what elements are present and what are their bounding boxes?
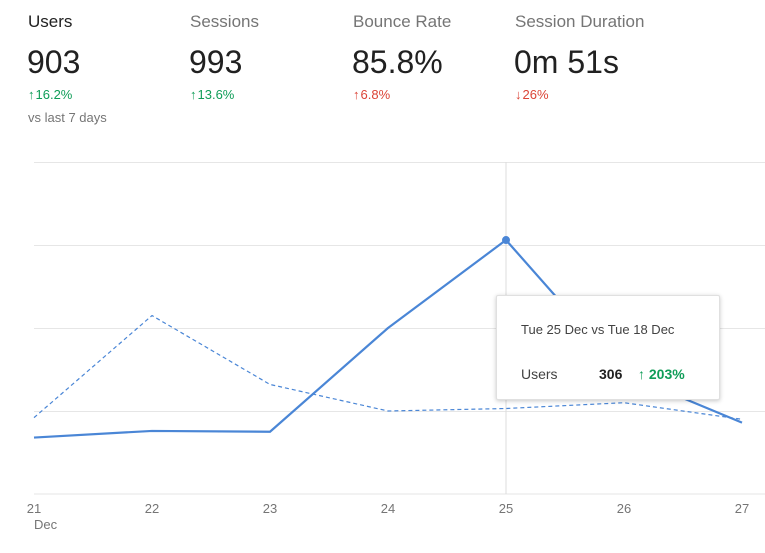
- metric-value: 903: [27, 44, 81, 80]
- x-tick-label: 27: [734, 501, 750, 516]
- x-tick-label: 25: [498, 501, 514, 516]
- metric-value: 993: [189, 44, 243, 80]
- metric-delta: ↑16.2%: [28, 87, 72, 102]
- highlighted-data-point: [502, 236, 510, 245]
- chart-tooltip: Tue 25 Dec vs Tue 18 Dec Users 306 ↑ 203…: [496, 295, 720, 400]
- tooltip-change-value: 203%: [648, 366, 685, 382]
- up-arrow-icon: ↑: [190, 87, 197, 102]
- metric-compare-period: vs last 7 days: [28, 110, 107, 125]
- x-axis-month-label: Dec: [34, 517, 58, 532]
- metric-label: Sessions: [190, 12, 259, 31]
- metric-delta: ↓26%: [515, 87, 549, 102]
- tooltip-change: ↑ 203%: [638, 366, 685, 382]
- metric-delta-value: 16.2%: [35, 87, 73, 102]
- x-tick-label: 26: [616, 501, 632, 516]
- x-tick-label: 22: [144, 501, 160, 516]
- x-tick-label: 24: [380, 501, 396, 516]
- metric-delta: ↑13.6%: [190, 87, 234, 102]
- metric-delta: ↑6.8%: [353, 87, 390, 102]
- up-arrow-icon: ↑: [28, 87, 35, 102]
- x-tick-label: 23: [262, 501, 278, 516]
- tooltip-title: Tue 25 Dec vs Tue 18 Dec: [521, 322, 675, 337]
- up-arrow-icon: ↑: [353, 87, 360, 102]
- metric-delta-value: 13.6%: [197, 87, 235, 102]
- tooltip-metric-value: 306: [599, 366, 623, 382]
- metric-value: 85.8%: [352, 44, 443, 80]
- x-tick-label: 21: [26, 501, 42, 516]
- series-line-previous-period: [33, 314, 743, 420]
- tooltip-metric-label: Users: [521, 366, 558, 382]
- metric-label: Bounce Rate: [353, 12, 452, 31]
- metric-delta-value: 6.8%: [360, 87, 391, 102]
- down-arrow-icon: ↓: [515, 87, 522, 102]
- metric-value: 0m 51s: [514, 44, 619, 80]
- metric-delta-value: 26%: [522, 87, 549, 102]
- metric-label: Session Duration: [515, 12, 645, 31]
- up-arrow-icon: ↑: [638, 366, 645, 382]
- metric-label: Users: [28, 12, 73, 31]
